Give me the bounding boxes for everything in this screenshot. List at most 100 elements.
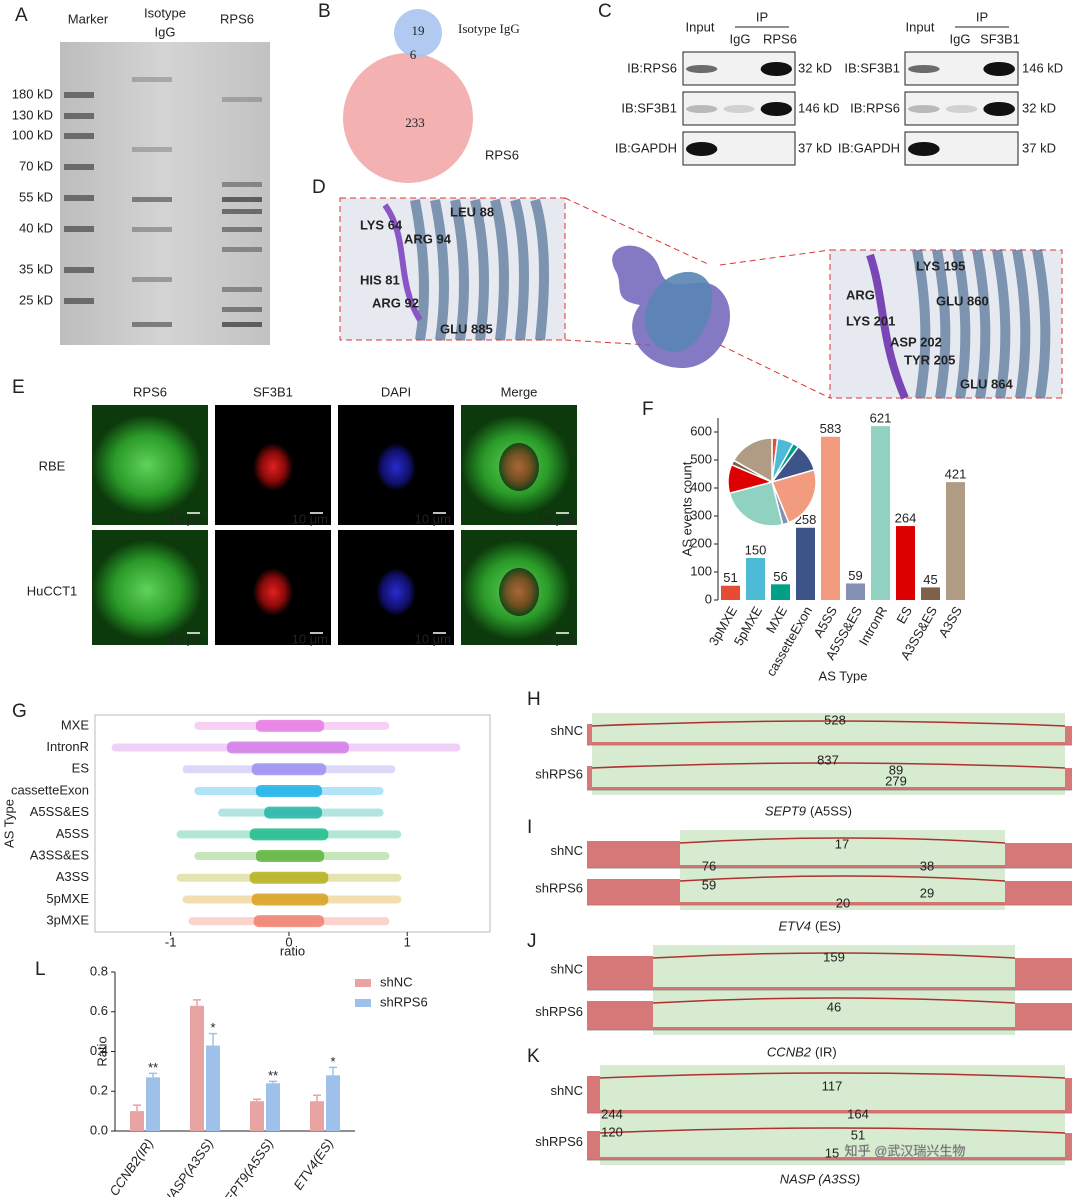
bar: [146, 1077, 160, 1131]
x-tick-label: CCNB2(IR): [106, 1136, 156, 1197]
lane-band: [132, 277, 172, 282]
residue: LYS 64: [360, 217, 403, 232]
residue: ARG: [846, 287, 875, 302]
marker-band: [64, 298, 94, 304]
caption-gene: SEPT9: [765, 803, 806, 818]
error-bar: [313, 1094, 321, 1102]
bar: [946, 482, 965, 600]
caption: NASP (A3SS): [780, 1171, 860, 1186]
junction-count: 51: [851, 1127, 865, 1142]
blot-label: IB:RPS6: [627, 60, 677, 75]
gel: [60, 42, 270, 345]
blot-header: Input: [906, 19, 935, 34]
y-tick-label: 5pMXE: [46, 891, 89, 906]
junction-count: 59: [702, 877, 716, 892]
y-tick-label: IntronR: [46, 739, 89, 754]
bar: [771, 584, 790, 600]
junction-count: 17: [835, 836, 849, 851]
residue: LYS 201: [846, 313, 895, 328]
y-tick-label: 100: [690, 563, 712, 578]
coverage: [587, 841, 1072, 868]
scale-label: 10 μm: [292, 511, 328, 526]
track-label: shRPS6: [535, 1134, 583, 1149]
cell: [92, 540, 202, 640]
track-label: shNC: [550, 1083, 583, 1098]
blot-band: [908, 65, 940, 73]
value-label: 621: [870, 411, 892, 426]
bar: [821, 436, 840, 600]
x-tick-label: A3SS: [935, 603, 965, 640]
junction-count: 89: [889, 762, 903, 777]
residue: LYS 195: [916, 258, 965, 273]
marker-label: 180 kD: [12, 86, 53, 101]
junction-count: 279: [885, 773, 907, 788]
helix: [530, 198, 549, 341]
lane-band: [222, 227, 262, 232]
junction-count: 76: [702, 858, 716, 873]
significance: *: [210, 1020, 215, 1035]
value-label: 56: [773, 569, 787, 584]
residue: GLU 864: [960, 376, 1014, 391]
caption-gene: CCNB2: [767, 1044, 812, 1059]
blot-size: 146 kD: [798, 100, 839, 115]
helix: [972, 249, 991, 399]
pie-slice: [728, 481, 784, 527]
lane-label: IgG: [155, 24, 176, 39]
y-tick-label: 200: [690, 535, 712, 550]
error-bar: [149, 1072, 157, 1078]
caption-type: (A5SS): [810, 803, 852, 818]
significance: **: [148, 1060, 158, 1075]
blot-label: IB:RPS6: [850, 100, 900, 115]
helix: [490, 198, 509, 341]
panel-letter: G: [12, 701, 27, 722]
y-tick-label: 0.6: [90, 1003, 108, 1018]
y-tick-label: 0.8: [90, 963, 108, 978]
bar: [721, 585, 740, 600]
blot-band: [685, 65, 718, 73]
junction-count: 20: [836, 895, 850, 910]
lane-band: [132, 227, 172, 232]
panel-letter: F: [642, 399, 654, 420]
blot-band: [945, 105, 978, 113]
blot-size: 37 kD: [798, 140, 832, 155]
y-tick-label: A5SS: [56, 826, 90, 841]
coverage: [587, 766, 1072, 790]
marker-label: 35 kD: [19, 261, 53, 276]
marker-band: [64, 195, 94, 201]
blot-band: [685, 105, 718, 113]
legend-swatch: [355, 979, 371, 987]
lane-label: Marker: [68, 11, 109, 26]
venn-name: RPS6: [485, 147, 519, 162]
legend-label: shRPS6: [380, 994, 428, 1009]
venn-igg: [394, 9, 442, 57]
strip-core: [255, 719, 325, 732]
marker-label: 70 kD: [19, 158, 53, 173]
caption-gene: ETV4: [778, 918, 811, 933]
venn-overlap: 6: [410, 47, 417, 62]
blot-header: IP: [976, 9, 988, 24]
panel-letter: D: [312, 177, 326, 198]
nucleus: [253, 568, 293, 616]
y-tick-label: A3SS: [56, 869, 90, 884]
venn-only: 233: [405, 115, 425, 130]
bar: [130, 1111, 144, 1131]
blot-size: 146 kD: [1022, 60, 1063, 75]
scale-label: 10 μm: [415, 511, 451, 526]
junction-count: 159: [823, 949, 845, 964]
column-header: Merge: [501, 384, 538, 399]
marker-band: [64, 267, 94, 273]
strip-core: [226, 741, 349, 754]
blot-header: Input: [686, 19, 715, 34]
helix: [410, 199, 429, 341]
error-bar: [269, 1080, 277, 1084]
junction-count: 15: [825, 1145, 839, 1160]
error-bar: [209, 1032, 217, 1046]
y-tick-label: MXE: [61, 717, 90, 732]
y-tick-label: 600: [690, 423, 712, 438]
marker-label: 55 kD: [19, 189, 53, 204]
helix: [470, 198, 489, 341]
lane-band: [222, 247, 262, 252]
blot-band: [760, 62, 793, 76]
helix: [510, 198, 529, 341]
blot-band: [908, 105, 940, 113]
